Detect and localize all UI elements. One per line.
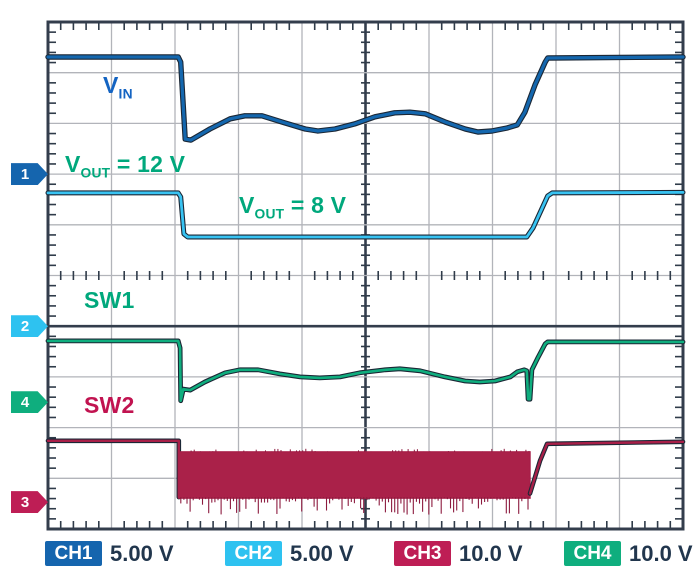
ch2-scale: 5.00 V	[290, 540, 354, 566]
vout-12v-label-base: V	[65, 151, 81, 177]
ch3-reference-marker: 3	[11, 491, 48, 514]
ch1-reference-marker: 1	[11, 163, 48, 186]
legend-ch3: CH3 10.0 V	[394, 541, 523, 566]
vin-label-sub: IN	[118, 86, 133, 102]
ch3-sw2-switching-band	[178, 448, 531, 515]
ch1-badge: CH1	[45, 541, 102, 566]
vout-12v-label-value: = 12 V	[110, 151, 186, 177]
ch1-vin-trace	[45, 54, 686, 143]
ch4-sw1-trace	[45, 338, 686, 404]
vout-8v-label-base: V	[239, 192, 255, 218]
ch3-sw2-trace-pre	[45, 438, 182, 500]
ch2-marker-number: 2	[20, 317, 30, 335]
legend-ch2: CH2 5.00 V	[225, 541, 354, 566]
sw2-label: SW2	[84, 392, 135, 418]
vout-8v-label: VOUT = 8 V	[239, 192, 346, 222]
ch1-scale: 5.00 V	[110, 540, 174, 566]
ch2-badge: CH2	[225, 541, 282, 566]
ch2-vout-trace	[45, 189, 686, 240]
ch2-reference-marker: 2	[11, 315, 48, 338]
vout-8v-label-value: = 8 V	[284, 192, 347, 218]
vin-label-base: V	[103, 72, 119, 98]
ch3-sw2-trace-post	[527, 439, 686, 496]
legend-ch4: CH4 10.0 V	[564, 541, 693, 566]
ch3-scale: 10.0 V	[459, 540, 523, 566]
ch4-marker-number: 4	[20, 393, 30, 411]
sw1-label: SW1	[84, 287, 135, 313]
legend-ch1: CH1 5.00 V	[45, 541, 174, 566]
ch4-badge: CH4	[564, 541, 621, 566]
ch3-marker-number: 3	[20, 493, 30, 511]
graticule-border	[46, 20, 685, 531]
ch3-badge: CH3	[394, 541, 451, 566]
border-ticks	[49, 23, 682, 528]
ch4-reference-marker: 4	[11, 391, 48, 414]
vout-12v-label: VOUT = 12 V	[65, 151, 185, 181]
vin-label: VIN	[103, 72, 133, 102]
vout-12v-label-sub: OUT	[80, 165, 111, 181]
vout-8v-label-sub: OUT	[254, 206, 285, 222]
ch4-scale: 10.0 V	[629, 540, 693, 566]
ch1-marker-number: 1	[20, 165, 30, 183]
